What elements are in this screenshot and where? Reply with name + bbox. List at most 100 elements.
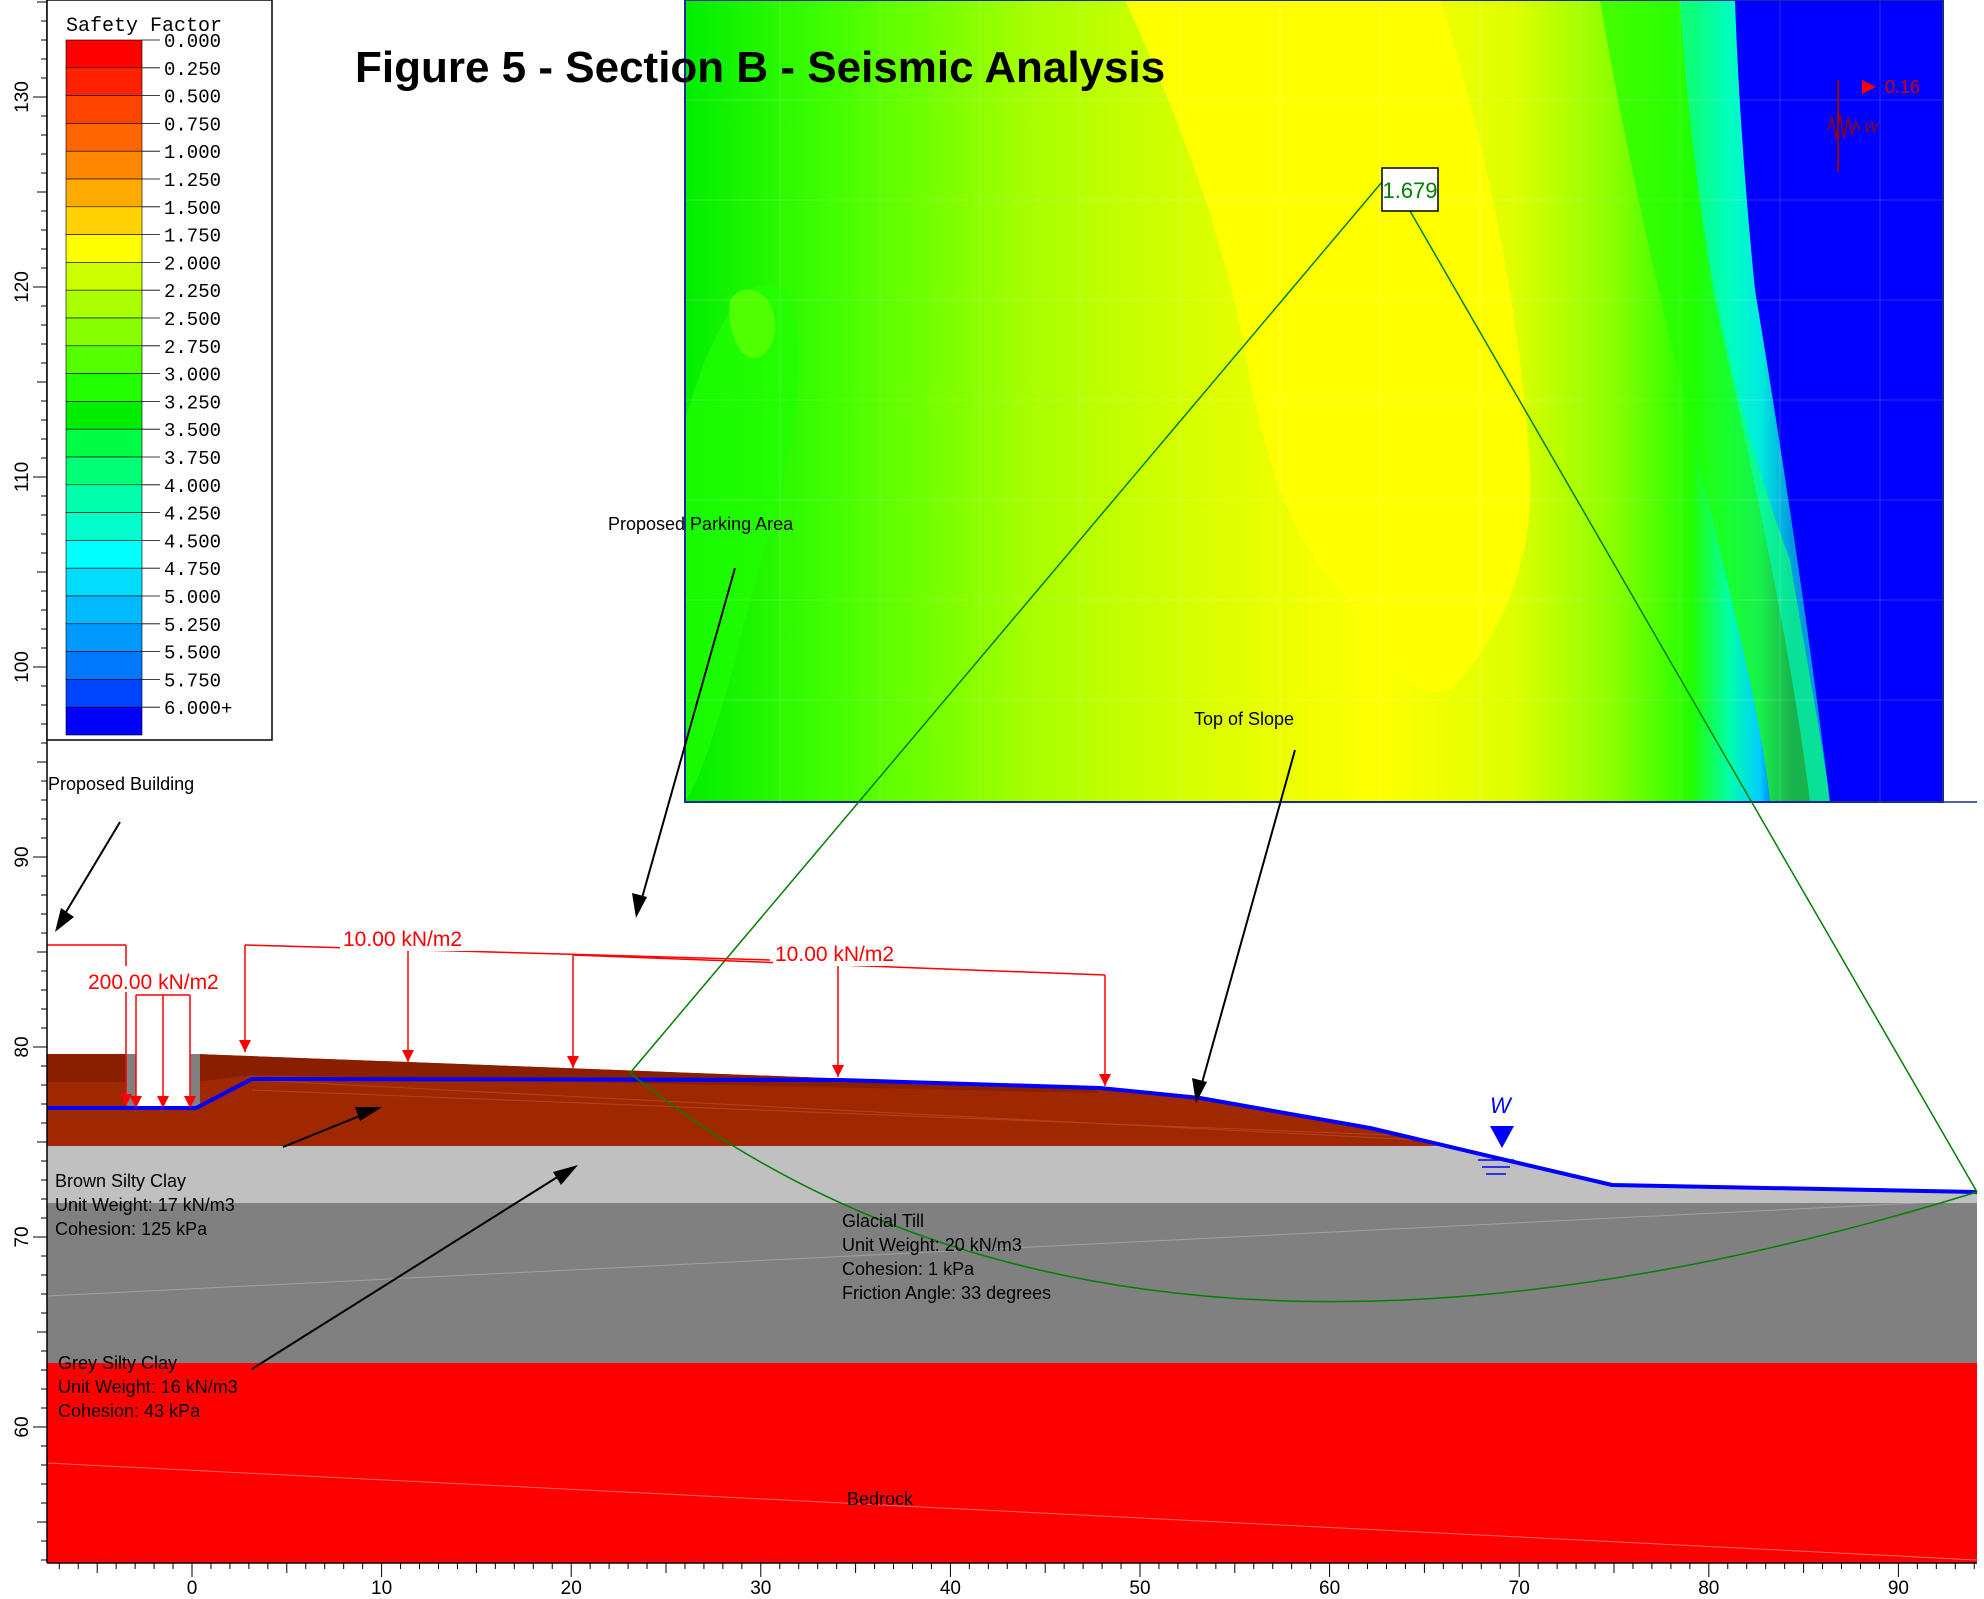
legend-swatch <box>65 123 143 152</box>
safety-factor-callout: 1.679 <box>1381 167 1439 212</box>
grey-silty-clay-layer <box>47 1146 1977 1203</box>
legend-label: 0.500 <box>164 87 221 109</box>
x-axis: 0 10 20 30 40 50 60 70 80 90 <box>47 1562 1977 1599</box>
x-tick-label: 40 <box>940 1578 961 1599</box>
bedrock-layer <box>47 1363 1977 1563</box>
legend-label: 1.000 <box>164 142 221 164</box>
legend-swatch <box>65 651 143 680</box>
legend-label: 0.250 <box>164 59 221 81</box>
legend-swatch <box>65 623 143 652</box>
soil-profile <box>46 1054 1978 1563</box>
legend-swatch <box>65 540 143 569</box>
legend-swatch <box>65 595 143 625</box>
legend-label: 1.250 <box>164 170 221 192</box>
legend-label: 5.500 <box>164 643 221 665</box>
x-tick-label: 0 <box>187 1578 198 1599</box>
legend-label: 4.750 <box>164 559 221 581</box>
legend-swatch <box>65 512 143 541</box>
legend-label: 3.500 <box>164 420 221 442</box>
legend-label: 0.000 <box>164 31 221 53</box>
legend-swatch <box>65 567 143 597</box>
y-tick-label: 60 <box>12 1416 33 1437</box>
building-foundation-left <box>126 1054 136 1108</box>
annotation-labels: Proposed Building Proposed Parking Area … <box>48 514 1294 794</box>
legend-swatch <box>65 428 143 458</box>
legend-label: 1.500 <box>164 198 221 220</box>
x-tick-label: 70 <box>1509 1578 1530 1599</box>
x-tick-label: 10 <box>371 1578 392 1599</box>
x-tick-label: 20 <box>561 1578 582 1599</box>
x-tick-label: 90 <box>1888 1578 1909 1599</box>
parking-load-label-2: 10.00 kN/m2 <box>775 943 894 966</box>
legend-swatch <box>65 39 143 69</box>
legend-label: 2.500 <box>164 309 221 331</box>
x-tick-label: 80 <box>1698 1578 1719 1599</box>
till-friction-angle: Friction Angle: 33 degrees <box>842 1283 1051 1303</box>
y-tick-label: 110 <box>12 462 33 492</box>
legend-swatch <box>65 456 143 486</box>
legend-swatch <box>65 345 143 374</box>
glacial-till-layer <box>47 1203 1977 1363</box>
legend-label: 4.250 <box>164 504 221 526</box>
building-foundation-right <box>190 1054 200 1108</box>
brown-clay-cohesion: Cohesion: 125 kPa <box>55 1219 208 1239</box>
till-unit-weight: Unit Weight: 20 kN/m3 <box>842 1235 1022 1255</box>
legend-swatch <box>65 206 143 235</box>
legend-label: 4.000 <box>164 476 221 498</box>
legend-label: 3.250 <box>164 392 221 414</box>
safety-factor-legend: Safety Factor 0.000 0.250 0.500 0.750 1.000 1… <box>46 0 273 741</box>
grey-clay-cohesion: Cohesion: 43 kPa <box>58 1401 201 1421</box>
y-tick-label: 70 <box>12 1226 33 1247</box>
legend-label: 5.000 <box>164 587 221 609</box>
legend-label: 5.750 <box>164 670 221 692</box>
legend-swatch <box>65 484 143 513</box>
legend-swatch <box>65 317 143 347</box>
y-axis: 60 70 80 90 100 110 120 130 <box>12 0 48 1563</box>
grey-clay-unit-weight: Unit Weight: 16 kN/m3 <box>58 1377 238 1397</box>
critical-slip-surface <box>629 181 1978 1303</box>
water-table-icon: W <box>1478 1093 1514 1175</box>
legend-swatch <box>65 234 143 263</box>
legend-label: 2.250 <box>164 281 221 303</box>
legend-label: 1.750 <box>164 226 221 248</box>
legend-label: 5.250 <box>164 615 221 637</box>
brown-clay-name: Brown Silty Clay <box>55 1171 186 1191</box>
figure-title: Figure 5 - Section B - Seismic Analysis <box>355 43 1165 92</box>
legend-swatch <box>65 706 143 736</box>
load-labels: 200.00 kN/m2 10.00 kN/m2 10.00 kN/m2 <box>86 925 915 994</box>
legend-swatch <box>65 373 143 402</box>
proposed-building-label: Proposed Building <box>48 774 194 794</box>
legend-label: 4.500 <box>164 531 221 553</box>
till-cohesion: Cohesion: 1 kPa <box>842 1259 975 1279</box>
legend-swatch <box>65 95 143 124</box>
safety-factor-grid <box>684 0 1977 803</box>
material-labels: Brown Silty Clay Unit Weight: 17 kN/m3 C… <box>55 1171 1051 1509</box>
x-tick-label: 60 <box>1319 1578 1340 1599</box>
y-tick-label: 100 <box>12 651 33 683</box>
bedrock-name: Bedrock <box>847 1489 914 1509</box>
proposed-parking-label: Proposed Parking Area <box>608 514 794 534</box>
legend-title: Safety Factor <box>66 15 222 38</box>
legend-swatch <box>65 178 143 208</box>
top-of-slope-label: Top of Slope <box>1194 709 1294 729</box>
legend-swatch <box>65 289 143 319</box>
legend-swatch <box>65 262 143 291</box>
ground-surface <box>47 1076 1978 1194</box>
y-tick-label: 130 <box>12 81 33 113</box>
legend-label: 2.000 <box>164 253 221 275</box>
legend-label: 0.750 <box>164 114 221 136</box>
safety-factor-value: 1.679 <box>1382 178 1437 203</box>
seismic-weight-label: W <box>1864 119 1880 136</box>
legend-label: 2.750 <box>164 337 221 359</box>
x-tick-label: 30 <box>750 1578 771 1599</box>
parking-load-label-1: 10.00 kN/m2 <box>343 928 462 951</box>
legend-swatch <box>65 401 143 430</box>
y-tick-label: 120 <box>12 271 33 303</box>
annotation-arrows <box>55 567 1296 1370</box>
legend-swatch <box>65 67 143 96</box>
y-tick-label: 80 <box>12 1036 33 1057</box>
water-table-label: W <box>1490 1093 1513 1118</box>
legend-swatch <box>65 679 143 708</box>
seismic-load-icon: 0.16 W <box>1827 77 1920 172</box>
